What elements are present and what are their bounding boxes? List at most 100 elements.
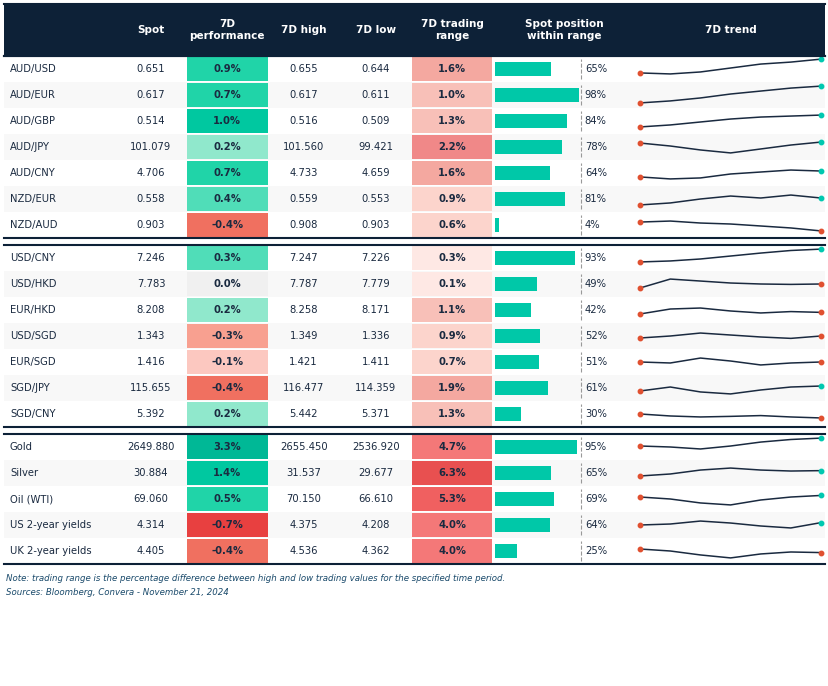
Text: 8.171: 8.171 [361, 305, 390, 315]
Text: USD/HKD: USD/HKD [10, 279, 56, 289]
Text: 0.903: 0.903 [137, 220, 165, 230]
Text: UK 2-year yields: UK 2-year yields [10, 546, 92, 556]
Text: 25%: 25% [584, 546, 606, 556]
Text: 0.908: 0.908 [289, 220, 317, 230]
Text: 1.6%: 1.6% [438, 168, 466, 178]
Text: 7D trend: 7D trend [704, 25, 755, 35]
Bar [187, 461, 267, 485]
Bar [412, 57, 492, 81]
Bar [495, 466, 551, 480]
Text: 7D
performance: 7D performance [190, 19, 265, 40]
Bar [4, 4, 824, 56]
Bar [4, 323, 824, 349]
Text: NZD/AUD: NZD/AUD [10, 220, 57, 230]
Text: 0.651: 0.651 [137, 64, 165, 74]
Bar [4, 212, 824, 238]
Bar [187, 435, 267, 459]
Text: Gold: Gold [10, 442, 33, 452]
Bar [4, 108, 824, 134]
Bar [4, 434, 824, 460]
Text: 52%: 52% [584, 331, 606, 341]
Text: -0.7%: -0.7% [211, 520, 243, 530]
Text: 1.336: 1.336 [361, 331, 390, 341]
Bar [412, 461, 492, 485]
Bar [495, 251, 574, 265]
Text: 0.553: 0.553 [361, 194, 390, 204]
Text: 114.359: 114.359 [355, 383, 396, 393]
Text: 7D trading
range: 7D trading range [421, 19, 483, 40]
Text: 4.7%: 4.7% [438, 442, 465, 452]
Bar [412, 213, 492, 237]
Text: 98%: 98% [584, 90, 606, 100]
Bar [4, 245, 824, 271]
Bar [495, 62, 551, 75]
Bar [412, 324, 492, 348]
Text: 99.421: 99.421 [358, 142, 393, 152]
Text: 6.3%: 6.3% [438, 468, 465, 478]
Bar [412, 402, 492, 426]
Text: 51%: 51% [584, 357, 606, 367]
Bar [4, 56, 824, 82]
Bar [495, 329, 539, 343]
Text: 7D low: 7D low [355, 25, 396, 35]
Bar [4, 349, 824, 375]
Bar [187, 109, 267, 133]
Text: Oil (WTI): Oil (WTI) [10, 494, 53, 504]
Text: 42%: 42% [584, 305, 606, 315]
Text: 0.644: 0.644 [361, 64, 390, 74]
Text: 49%: 49% [584, 279, 606, 289]
Text: 5.371: 5.371 [361, 409, 390, 419]
Text: -0.4%: -0.4% [211, 220, 243, 230]
Bar [4, 297, 824, 323]
Text: -0.1%: -0.1% [211, 357, 243, 367]
Bar [187, 324, 267, 348]
Bar [4, 401, 824, 427]
Bar [412, 539, 492, 563]
Text: 29.677: 29.677 [358, 468, 393, 478]
Bar [412, 350, 492, 374]
Text: 61%: 61% [584, 383, 606, 393]
Bar [4, 538, 824, 564]
Bar [495, 277, 537, 291]
Text: 115.655: 115.655 [130, 383, 171, 393]
Bar [4, 186, 824, 212]
Text: SGD/JPY: SGD/JPY [10, 383, 50, 393]
Bar [495, 192, 564, 206]
Text: 0.3%: 0.3% [438, 253, 465, 263]
Bar [4, 460, 824, 486]
Bar [4, 160, 824, 186]
Text: 1.0%: 1.0% [438, 90, 465, 100]
Text: 0.2%: 0.2% [213, 305, 241, 315]
Bar [187, 246, 267, 270]
Bar [495, 381, 547, 394]
Bar [4, 375, 824, 401]
Bar [4, 486, 824, 512]
Text: 5.442: 5.442 [289, 409, 317, 419]
Text: 0.514: 0.514 [137, 116, 165, 126]
Text: SGD/CNY: SGD/CNY [10, 409, 55, 419]
Text: 0.1%: 0.1% [438, 279, 465, 289]
Text: 0.617: 0.617 [137, 90, 165, 100]
Bar [187, 213, 267, 237]
Text: 64%: 64% [584, 520, 606, 530]
Text: 0.617: 0.617 [289, 90, 318, 100]
Text: 4.405: 4.405 [137, 546, 165, 556]
Text: 0.559: 0.559 [289, 194, 318, 204]
Text: 4.208: 4.208 [361, 520, 390, 530]
Text: 4.0%: 4.0% [438, 546, 465, 556]
Bar [412, 161, 492, 185]
Bar [187, 513, 267, 537]
Text: 4.0%: 4.0% [438, 520, 465, 530]
Text: NZD/EUR: NZD/EUR [10, 194, 56, 204]
Text: 4.659: 4.659 [361, 168, 390, 178]
Text: 65%: 65% [584, 64, 606, 74]
Bar [412, 487, 492, 511]
Text: 69%: 69% [584, 494, 606, 504]
Text: 0.9%: 0.9% [213, 64, 241, 74]
Text: 4.314: 4.314 [137, 520, 165, 530]
Text: 2536.920: 2536.920 [352, 442, 399, 452]
Bar [495, 115, 566, 128]
Bar [187, 350, 267, 374]
Text: AUD/CNY: AUD/CNY [10, 168, 55, 178]
Text: 1.411: 1.411 [361, 357, 390, 367]
